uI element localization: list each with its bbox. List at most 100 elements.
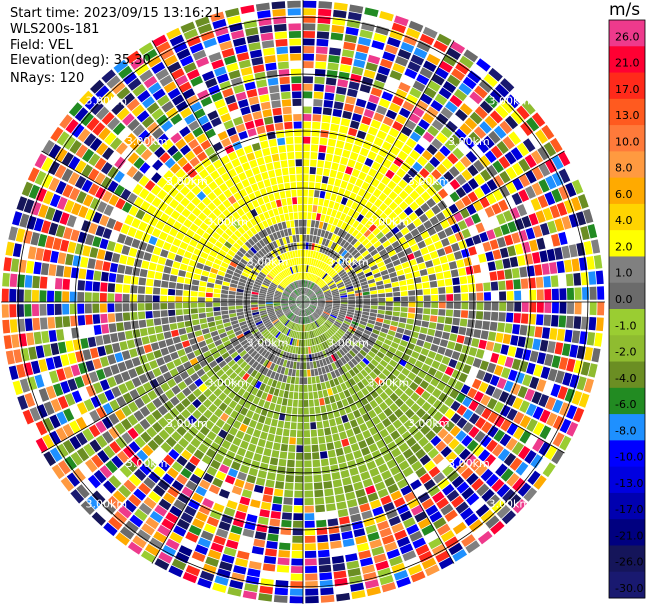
range-gate — [497, 448, 511, 462]
range-gate — [291, 258, 295, 266]
range-gate — [486, 192, 497, 205]
range-gate — [293, 121, 302, 129]
range-gate — [250, 227, 258, 235]
range-gate — [52, 237, 62, 251]
range-gate — [323, 274, 329, 281]
range-gate — [473, 200, 484, 212]
range-gate — [227, 237, 236, 245]
range-gate — [420, 179, 431, 190]
range-gate — [347, 235, 355, 243]
range-gate — [307, 307, 313, 314]
range-gate — [291, 274, 295, 282]
range-gate — [201, 270, 210, 277]
range-gate — [544, 353, 554, 367]
range-gate — [294, 323, 298, 331]
range-gate — [160, 120, 173, 132]
range-gate — [218, 360, 227, 369]
range-gate — [315, 236, 320, 244]
range-gate — [359, 557, 374, 567]
range-gate — [263, 211, 270, 220]
range-gate — [353, 481, 364, 491]
range-gate — [162, 273, 170, 281]
range-gate — [303, 302, 307, 309]
range-gate — [48, 177, 60, 192]
range-gate — [316, 46, 328, 55]
range-gate — [283, 497, 293, 505]
range-gate — [131, 217, 141, 229]
range-gate — [327, 355, 334, 364]
range-gate — [563, 259, 573, 273]
range-gate — [583, 208, 594, 224]
range-gate — [467, 274, 475, 284]
range-gate — [162, 182, 174, 193]
range-gate — [498, 199, 509, 212]
ring-label: 3.00km — [166, 417, 208, 430]
range-gate — [365, 436, 375, 446]
range-gate — [408, 302, 416, 308]
range-gate — [158, 429, 170, 441]
range-gate — [316, 307, 324, 311]
range-gate — [544, 158, 557, 174]
range-gate — [295, 346, 299, 354]
range-gate — [333, 2, 348, 11]
range-gate — [372, 253, 381, 260]
range-gate — [407, 454, 418, 466]
range-gate — [399, 510, 413, 522]
range-gate — [434, 330, 443, 338]
range-gate — [285, 220, 291, 229]
range-gate — [223, 277, 232, 283]
range-gate — [247, 443, 257, 453]
range-gate — [333, 202, 340, 211]
range-gate — [375, 280, 384, 286]
range-gate — [277, 466, 286, 474]
range-gate — [243, 145, 253, 154]
range-gate — [273, 299, 281, 301]
range-gate — [74, 243, 84, 255]
colorbar-tick-label: 21.0 — [615, 57, 640, 70]
range-gate — [31, 304, 40, 317]
range-gate — [232, 323, 240, 329]
range-gate — [248, 275, 256, 281]
range-gate — [307, 308, 312, 314]
range-gate — [412, 80, 426, 92]
range-gate — [397, 425, 408, 435]
range-gate — [258, 337, 266, 345]
range-gate — [295, 227, 299, 235]
range-gate — [333, 298, 340, 301]
range-gate — [351, 474, 362, 484]
range-gate — [414, 173, 425, 184]
range-gate — [297, 302, 303, 307]
range-gate — [490, 352, 500, 364]
range-gate — [435, 440, 447, 452]
range-gate — [373, 553, 387, 564]
range-gate — [272, 240, 279, 249]
range-gate — [171, 385, 181, 395]
range-gate — [63, 135, 76, 150]
range-gate — [496, 483, 511, 498]
range-gate — [238, 369, 246, 378]
range-gate — [571, 258, 580, 272]
range-gate — [159, 48, 175, 61]
range-gate — [586, 256, 595, 270]
range-gate — [468, 426, 480, 438]
range-gate — [205, 448, 217, 459]
range-gate — [269, 402, 276, 411]
range-gate — [276, 255, 283, 263]
colorbar-tick-label: -6.0 — [615, 398, 636, 411]
range-gate — [205, 241, 214, 250]
range-gate — [399, 280, 407, 286]
range-gate — [293, 331, 297, 339]
range-gate — [143, 252, 152, 261]
range-gate — [249, 419, 258, 429]
range-gate — [200, 251, 209, 260]
range-gate — [340, 299, 348, 302]
range-gate — [311, 353, 316, 361]
range-gate — [310, 299, 318, 302]
range-gate — [336, 384, 343, 393]
range-gate — [114, 184, 125, 197]
range-gate — [295, 331, 299, 339]
range-gate — [37, 233, 48, 248]
range-gate — [292, 291, 298, 297]
range-gate — [108, 475, 122, 489]
range-gate — [343, 103, 355, 112]
